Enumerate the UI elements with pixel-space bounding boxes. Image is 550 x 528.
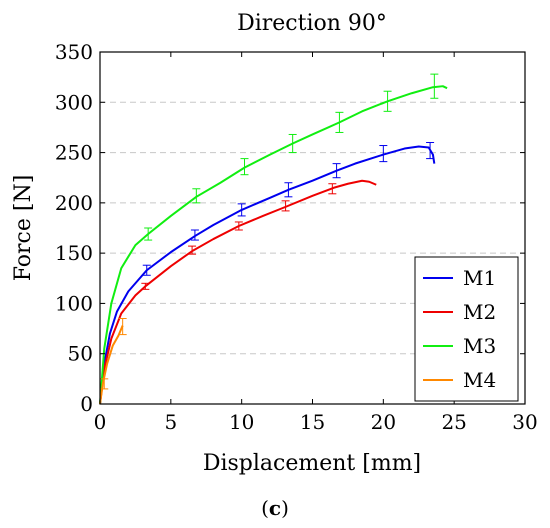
series-M3 — [99, 73, 448, 405]
series-line-M3 — [99, 85, 448, 405]
error-bar-M3-5 — [383, 90, 392, 112]
x-tick-label-1: 5 — [164, 410, 177, 434]
y-tick-label-4: 200 — [55, 191, 93, 215]
x-tick-label-5: 25 — [441, 410, 466, 434]
error-bar-M1-0 — [142, 264, 151, 276]
y-axis-label: Force [N] — [11, 175, 36, 282]
panel-label-letter: c — [268, 496, 282, 520]
error-bar-M3-3 — [288, 133, 297, 154]
error-bar-M1-4 — [332, 163, 341, 179]
error-bar-M4-1 — [118, 318, 127, 336]
error-bar-M4-0 — [100, 378, 109, 390]
chart-title: Direction 90° — [237, 11, 387, 36]
error-bar-M3-2 — [240, 158, 249, 176]
x-tick-label-4: 20 — [371, 410, 396, 434]
y-tick-label-0: 0 — [80, 392, 93, 416]
legend: M1 M2 M3 M4 — [414, 256, 519, 402]
series-line-M1 — [99, 145, 436, 405]
legend-label-M3: M3 — [463, 334, 496, 358]
y-tick-label-7: 350 — [55, 40, 93, 64]
legend-item-M3: M3 — [423, 334, 496, 358]
error-bar-M2-1 — [188, 245, 197, 255]
chart: Direction 90° 0 5 10 15 20 25 3005010015020025… — [11, 11, 538, 476]
legend-item-M1: M1 — [423, 266, 496, 290]
legend-item-M4: M4 — [423, 368, 496, 392]
series-M1 — [99, 142, 436, 405]
error-bar-M3-0 — [144, 227, 153, 241]
error-bar-M1-3 — [284, 182, 293, 198]
y-tick-label-2: 100 — [55, 291, 93, 315]
series-M4 — [99, 318, 127, 405]
legend-item-M2: M2 — [423, 300, 496, 324]
error-bar-M2-0 — [141, 282, 150, 290]
legend-label-M2: M2 — [463, 300, 496, 324]
error-bar-M2-4 — [328, 183, 337, 195]
legend-box — [414, 256, 519, 402]
error-bar-M1-5 — [379, 145, 388, 163]
error-bar-M3-6 — [430, 73, 439, 99]
panel-label-open: ( — [261, 496, 269, 520]
y-tick-label-6: 300 — [55, 90, 93, 114]
panel-label: (c) — [0, 496, 550, 520]
panel-label-close: ) — [281, 496, 289, 520]
error-bar-M3-4 — [335, 111, 344, 133]
x-axis-label: Displacement [mm] — [203, 451, 421, 476]
legend-label-M1: M1 — [463, 266, 496, 290]
error-bar-M3-1 — [192, 188, 201, 204]
error-bar-M1-6 — [426, 142, 435, 160]
y-tick-label-1: 50 — [68, 342, 93, 366]
x-tick-label-3: 15 — [300, 410, 325, 434]
error-bar-M2-3 — [281, 200, 290, 212]
error-bar-M1-1 — [190, 229, 199, 241]
y-tick-label-3: 150 — [55, 241, 93, 265]
series-line-M4 — [99, 325, 124, 405]
error-bar-M1-2 — [237, 203, 246, 217]
error-bar-M2-2 — [234, 221, 243, 231]
x-tick-label-0: 0 — [94, 410, 107, 434]
y-tick-label-5: 250 — [55, 141, 93, 165]
series-line-M2 — [99, 179, 377, 405]
x-tick-label-6: 30 — [512, 410, 537, 434]
legend-label-M4: M4 — [463, 368, 496, 392]
series-layer — [99, 73, 448, 405]
series-M2 — [99, 179, 377, 405]
x-tick-label-2: 10 — [229, 410, 254, 434]
